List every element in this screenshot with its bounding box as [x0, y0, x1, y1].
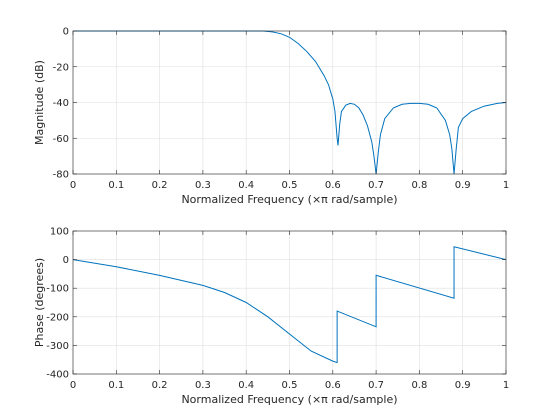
- x-tick-label: 1: [503, 180, 509, 191]
- y-tick-label: -100: [46, 284, 69, 295]
- x-axis-label: Normalized Frequency (×π rad/sample): [181, 193, 397, 206]
- x-tick-label: 0.2: [152, 380, 168, 391]
- y-tick-label: -40: [53, 98, 69, 109]
- y-tick-label: -200: [46, 312, 69, 323]
- x-tick-label: 0.4: [238, 180, 254, 191]
- y-axis-label: Magnitude (dB): [33, 60, 46, 145]
- y-tick-label: -60: [53, 134, 69, 145]
- y-axis-label: Phase (degrees): [33, 258, 46, 347]
- x-tick-label: 0.4: [238, 380, 254, 391]
- x-tick-label: 0.5: [282, 180, 298, 191]
- x-tick-label: 0.6: [325, 180, 341, 191]
- y-tick-label: -400: [46, 370, 69, 381]
- x-tick-label: 0.3: [195, 180, 211, 191]
- y-tick-label: 0: [63, 27, 69, 38]
- x-tick-label: 0.7: [368, 180, 384, 191]
- x-tick-label: 0.9: [455, 180, 471, 191]
- x-tick-label: 0.9: [455, 380, 471, 391]
- x-tick-label: 0.5: [282, 380, 298, 391]
- y-tick-label: -20: [53, 62, 69, 73]
- x-tick-label: 0: [70, 380, 76, 391]
- x-tick-label: 0.7: [368, 380, 384, 391]
- y-tick-label: 0: [63, 255, 69, 266]
- x-tick-label: 0: [70, 180, 76, 191]
- chart-2: 0 0.1 0.2 0.3 0.4 0.5 0.6 0.7 0.8 0.9 1 100 0 -100 -20…: [33, 227, 509, 407]
- y-tick-label: -300: [46, 341, 69, 352]
- x-tick-label: 0.6: [325, 380, 341, 391]
- y-tick-label: -80: [53, 170, 69, 181]
- chart-1: 0 0.1 0.2 0.3 0.4 0.5 0.6 0.7 0.8 0.9 1 0 -20 -40 -60 -…: [33, 27, 509, 207]
- y-tick-label: 100: [50, 227, 69, 238]
- x-tick-label: 0.2: [152, 180, 168, 191]
- series-line-1: [73, 246, 506, 364]
- series-line-1: [73, 30, 506, 175]
- x-tick-label: 0.3: [195, 380, 211, 391]
- x-tick-label: 0.8: [411, 380, 427, 391]
- x-tick-label: 1: [503, 380, 509, 391]
- x-tick-label: 0.1: [108, 180, 124, 191]
- x-axis-label: Normalized Frequency (×π rad/sample): [181, 393, 397, 406]
- x-tick-label: 0.1: [108, 380, 124, 391]
- x-tick-label: 0.8: [411, 180, 427, 191]
